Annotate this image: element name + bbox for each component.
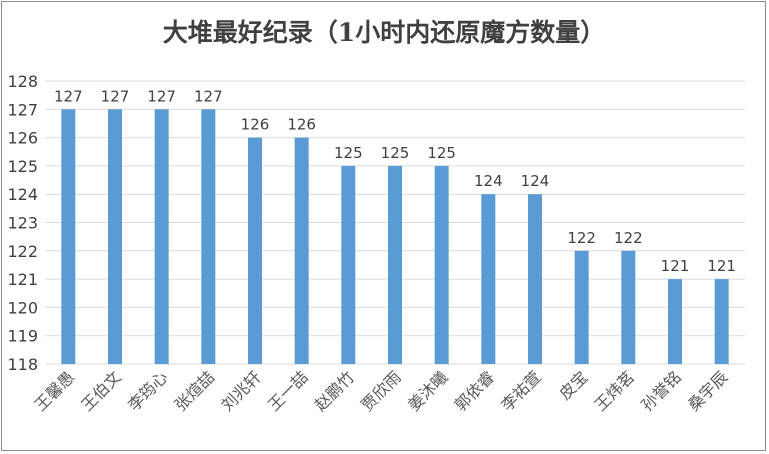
data-label: 125 <box>334 144 363 162</box>
bar <box>668 279 682 364</box>
bar <box>341 165 356 364</box>
data-label: 126 <box>241 116 270 134</box>
bar <box>481 194 496 364</box>
bar <box>388 165 402 364</box>
data-label: 125 <box>427 144 456 162</box>
x-tick-label: 张煊喆 <box>171 367 218 414</box>
y-axis: 118 119 120 121 122 123 124 125 126 127 128 <box>7 72 38 374</box>
y-tick-label: 120 <box>7 298 38 317</box>
bar <box>294 137 309 364</box>
y-tick-label: 124 <box>7 185 38 204</box>
y-tick-label: 119 <box>7 327 38 346</box>
x-tick-label: 王馨愚 <box>31 367 78 414</box>
x-tick-label: 桑宇辰 <box>684 367 731 414</box>
x-tick-label: 李祐萱 <box>497 367 544 414</box>
y-tick-label: 125 <box>7 157 38 176</box>
data-label: 127 <box>147 87 176 105</box>
y-tick-label: 127 <box>7 100 38 119</box>
x-tick-label: 王伯文 <box>77 367 124 414</box>
y-tick-label: 121 <box>7 270 38 289</box>
x-tick-label: 李筠心 <box>124 367 171 414</box>
bar <box>108 109 122 364</box>
y-tick-label: 118 <box>7 355 38 374</box>
y-tick-label: 126 <box>7 129 38 148</box>
x-tick-label: 皮宝 <box>555 367 591 403</box>
bar <box>201 109 216 364</box>
data-label: 127 <box>194 87 223 105</box>
bar <box>714 279 729 364</box>
bar <box>154 109 169 364</box>
x-tick-label: 郭依睿 <box>451 367 498 414</box>
data-label: 122 <box>567 229 596 247</box>
bars <box>61 109 729 364</box>
y-tick-label: 123 <box>7 214 38 233</box>
data-label: 121 <box>661 257 690 275</box>
y-tick-label: 128 <box>7 72 38 91</box>
data-label: 121 <box>707 257 736 275</box>
data-label: 127 <box>101 87 130 105</box>
bar <box>528 194 542 364</box>
data-labels: 127 127 127 127 126 126 125 125 125 124 124 122 122 1… <box>54 87 736 275</box>
x-axis: 王馨愚 王伯文 李筠心 张煊喆 刘兆轩 王一喆 赵鹏竹 贾欣雨 姜沐曦 郭依睿 李祐萱 皮宝 王炜茗 孙誉… <box>31 367 732 414</box>
data-label: 124 <box>521 172 550 190</box>
data-label: 124 <box>474 172 503 190</box>
bar <box>248 137 262 364</box>
bar <box>434 165 449 364</box>
x-tick-label: 赵鹏竹 <box>311 367 358 414</box>
x-tick-label: 王一喆 <box>264 367 311 414</box>
x-tick-label: 贾欣雨 <box>357 367 404 414</box>
chart-title: 大堆最好纪录（1小时内还原魔方数量） <box>163 18 605 47</box>
data-label: 127 <box>54 87 83 105</box>
bar <box>621 250 636 364</box>
y-tick-label: 122 <box>7 242 38 261</box>
data-label: 122 <box>614 229 643 247</box>
bar <box>574 250 589 364</box>
x-tick-label: 刘兆轩 <box>217 367 264 414</box>
x-tick-label: 王炜茗 <box>591 367 638 414</box>
data-label: 126 <box>287 116 316 134</box>
x-tick-label: 孙誉铭 <box>637 367 684 414</box>
x-tick-label: 姜沐曦 <box>404 367 451 414</box>
bar <box>61 109 76 364</box>
data-label: 125 <box>381 144 410 162</box>
